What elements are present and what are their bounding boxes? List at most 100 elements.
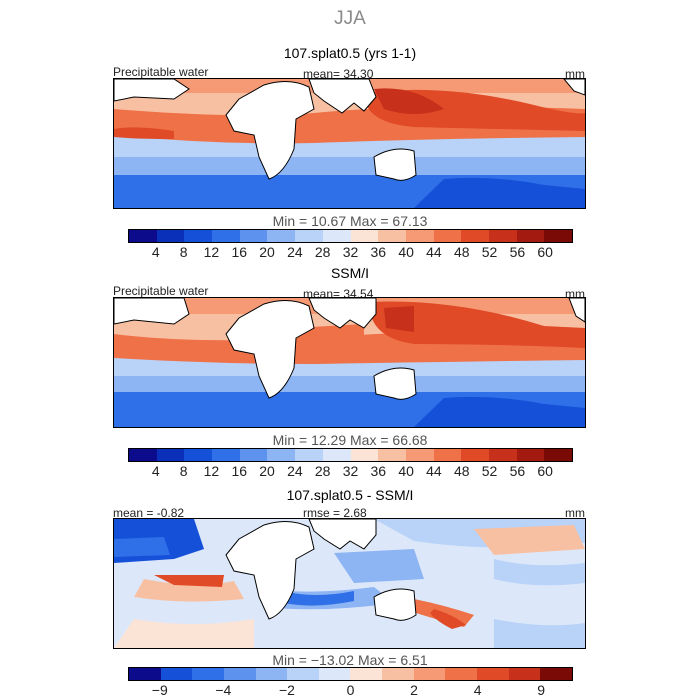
panel1-title: 107.splat0.5 (yrs 1-1) [283,45,417,61]
colorbar-swatch [255,668,288,680]
colorbar-swatch [516,449,545,461]
panel1-min-max: Min = 10.67 Max = 67.13 [272,213,428,229]
colorbar-swatch [461,449,489,461]
colorbar-tick-label: 0 [346,682,355,698]
colorbar-tick-label: 20 [259,463,275,479]
panel2-variable-label: Precipitable water [113,284,209,298]
panel3-title: 107.splat0.5 - SSM/I [286,487,414,503]
colorbar-swatch [212,449,240,461]
colorbar-swatch [184,449,213,461]
colorbar-tick-label: 44 [426,244,442,260]
panel1-colorbar-ticks: 4 8 12 16 20 24 28 32 36 40 44 48 52 56 60 [128,244,573,262]
panel3-units-label: mm [565,506,585,520]
colorbar-swatch [129,230,157,242]
colorbar-swatch [508,668,541,680]
colorbar-swatch [405,449,434,461]
panel1-units-label: mm [565,67,585,81]
colorbar-swatch [295,449,323,461]
colorbar-tick-label: 40 [398,244,414,260]
colorbar-swatch [350,230,379,242]
colorbar-tick-label: 16 [231,244,248,260]
colorbar-swatch [488,230,517,242]
colorbar-swatch [544,230,572,242]
colorbar-tick-label: 36 [370,463,387,479]
colorbar-swatch [184,230,213,242]
panel2-title: SSM/I [330,265,370,281]
colorbar-tick-label: 40 [398,463,414,479]
colorbar-swatch [239,230,268,242]
colorbar-swatch [267,449,296,461]
colorbar-swatch [156,449,185,461]
panel3-colorbar-ticks: −9 −4 −2 0 2 4 9 [128,682,573,700]
colorbar-tick-label: 4 [151,463,160,479]
panel3-min-max: Min = −13.02 Max = 6.51 [272,652,428,668]
colorbar-swatch [350,449,379,461]
colorbar-swatch [295,230,323,242]
colorbar-tick-label: 48 [453,244,470,260]
colorbar-tick-label: 36 [370,244,387,260]
colorbar-swatch [405,230,434,242]
panel1-mean-label: mean= 34.30 [303,67,374,81]
colorbar-tick-label: 52 [481,244,498,260]
panel3-rmse-label: rmse = 2.68 [303,506,367,520]
colorbar-swatch [378,230,406,242]
colorbar-swatch [287,668,319,680]
colorbar-tick-label: 32 [342,244,359,260]
colorbar-tick-label: 48 [453,463,470,479]
colorbar-tick-label: 44 [426,463,442,479]
colorbar-tick-label: 24 [287,463,303,479]
colorbar-tick-label: 28 [314,463,331,479]
colorbar-swatch [445,668,478,680]
colorbar-swatch [433,449,462,461]
colorbar-swatch [223,668,256,680]
colorbar-tick-label: 32 [342,463,359,479]
colorbar-swatch [129,449,157,461]
colorbar-swatch [192,668,224,680]
colorbar-tick-label: 12 [203,244,220,260]
colorbar-swatch [544,449,572,461]
colorbar-swatch [129,668,161,680]
colorbar-tick-label: 8 [179,244,188,260]
panel2-colorbar-ticks: 4 8 12 16 20 24 28 32 36 40 44 48 52 56 60 [128,463,573,481]
colorbar-tick-label: 8 [179,463,188,479]
colorbar-swatch [540,668,572,680]
colorbar-tick-label: 28 [314,244,331,260]
colorbar-swatch [477,668,509,680]
colorbar-swatch [267,230,296,242]
colorbar-swatch [156,230,185,242]
colorbar-tick-label: 52 [481,463,498,479]
colorbar-tick-label: 9 [537,682,546,698]
colorbar-tick-label: 20 [259,244,275,260]
colorbar-tick-label: 4 [473,682,482,698]
colorbar-swatch [322,230,351,242]
colorbar-swatch [160,668,193,680]
colorbar-swatch [318,668,351,680]
colorbar-tick-label: 2 [410,682,418,698]
panel1-map [113,78,586,209]
season-title: JJA [334,8,366,29]
colorbar-tick-label: 4 [151,244,160,260]
colorbar-tick-label: 60 [537,463,553,479]
colorbar-swatch [239,449,268,461]
colorbar-tick-label: 56 [509,244,526,260]
panel2-colorbar [128,448,573,462]
colorbar-swatch [433,230,462,242]
colorbar-tick-label: −4 [215,682,232,698]
colorbar-swatch [212,230,240,242]
colorbar-swatch [488,449,517,461]
colorbar-swatch [413,668,446,680]
panel3-mean-label: mean = -0.82 [113,506,185,520]
colorbar-tick-label: −9 [151,682,168,698]
colorbar-swatch [461,230,489,242]
colorbar-swatch [382,668,414,680]
panel2-map [113,297,586,428]
colorbar-swatch [322,449,351,461]
colorbar-tick-label: 60 [537,244,553,260]
colorbar-tick-label: 56 [509,463,526,479]
panel3-colorbar [128,667,573,681]
colorbar-tick-label: 16 [231,463,248,479]
colorbar-tick-label: −2 [278,682,295,698]
panel3-map [113,518,586,649]
panel2-min-max: Min = 12.29 Max = 66.68 [272,432,428,448]
panel1-variable-label: Precipitable water [113,65,209,79]
